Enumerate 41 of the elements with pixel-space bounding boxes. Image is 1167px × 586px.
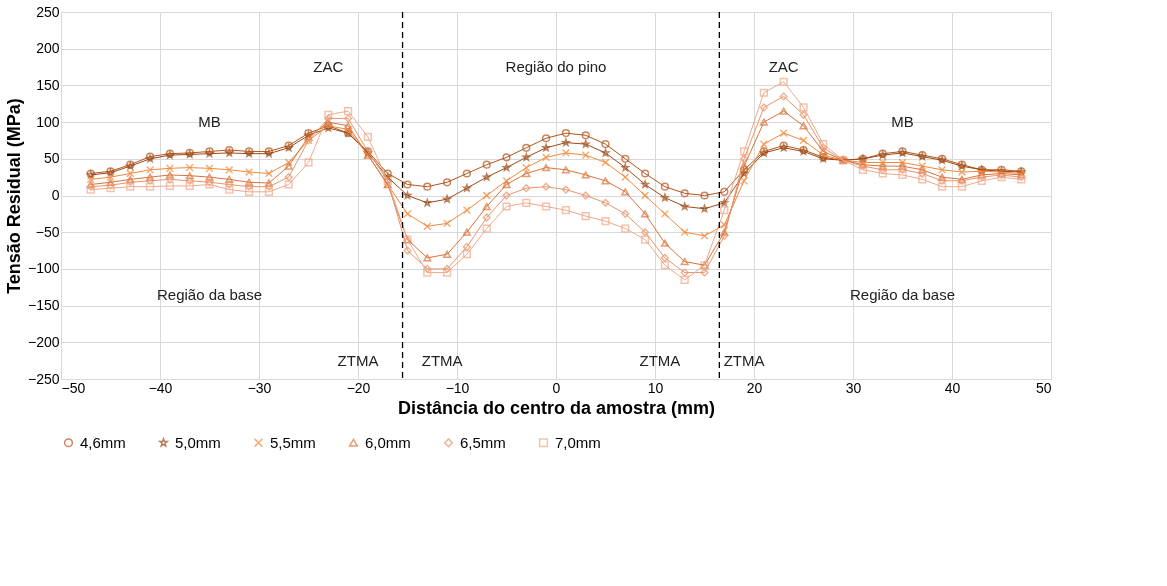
legend-label: 6,5mm xyxy=(460,433,506,451)
y-tick-label: −100 xyxy=(27,260,60,277)
annotation: MB xyxy=(198,113,221,131)
y-tick-label: 100 xyxy=(36,113,60,130)
y-tick-label: 50 xyxy=(43,150,60,167)
x-tick-label: −50 xyxy=(61,379,86,396)
annotation: ZAC xyxy=(768,58,799,76)
x-axis-title: Distância do centro da amostra (mm) xyxy=(397,397,716,418)
y-tick-label: 200 xyxy=(36,40,60,57)
legend-label: 4,6mm xyxy=(80,433,126,451)
legend-label: 5,0mm xyxy=(175,433,221,451)
annotation: ZAC xyxy=(313,58,344,76)
x-tick-label: 40 xyxy=(944,379,961,396)
x-tick-label: 10 xyxy=(647,379,664,396)
x-tick-label: −20 xyxy=(346,379,371,396)
annotation: Região do pino xyxy=(505,58,607,76)
y-tick-label: −50 xyxy=(35,223,60,240)
y-tick-label: −150 xyxy=(27,297,60,314)
annotation: Região da base xyxy=(156,285,263,303)
x-tick-label: 20 xyxy=(746,379,763,396)
y-tick-label: 0 xyxy=(51,187,60,203)
annotation: MB xyxy=(891,113,914,131)
annotation: ZTMA xyxy=(639,351,681,369)
annotation: Região da base xyxy=(849,285,956,303)
y-axis-title: Tensão Residual (MPa) xyxy=(3,98,24,294)
legend-label: 7,0mm xyxy=(555,433,601,451)
y-tick-label: 250 xyxy=(36,3,60,20)
y-tick-label: −200 xyxy=(27,333,60,350)
x-tick-label: 0 xyxy=(552,379,561,396)
x-tick-label: −40 xyxy=(148,379,173,396)
y-tick-label: −250 xyxy=(27,370,60,387)
y-tick-label: 150 xyxy=(36,76,60,93)
legend-label: 6,0mm xyxy=(365,433,411,451)
annotation: ZTMA xyxy=(421,351,463,369)
x-tick-label: 50 xyxy=(1035,379,1052,396)
annotation: ZTMA xyxy=(723,351,765,369)
x-tick-label: 30 xyxy=(845,379,862,396)
x-tick-label: −30 xyxy=(247,379,272,396)
x-tick-label: −10 xyxy=(445,379,470,396)
annotation: ZTMA xyxy=(337,351,379,369)
legend-label: 5,5mm xyxy=(270,433,316,451)
